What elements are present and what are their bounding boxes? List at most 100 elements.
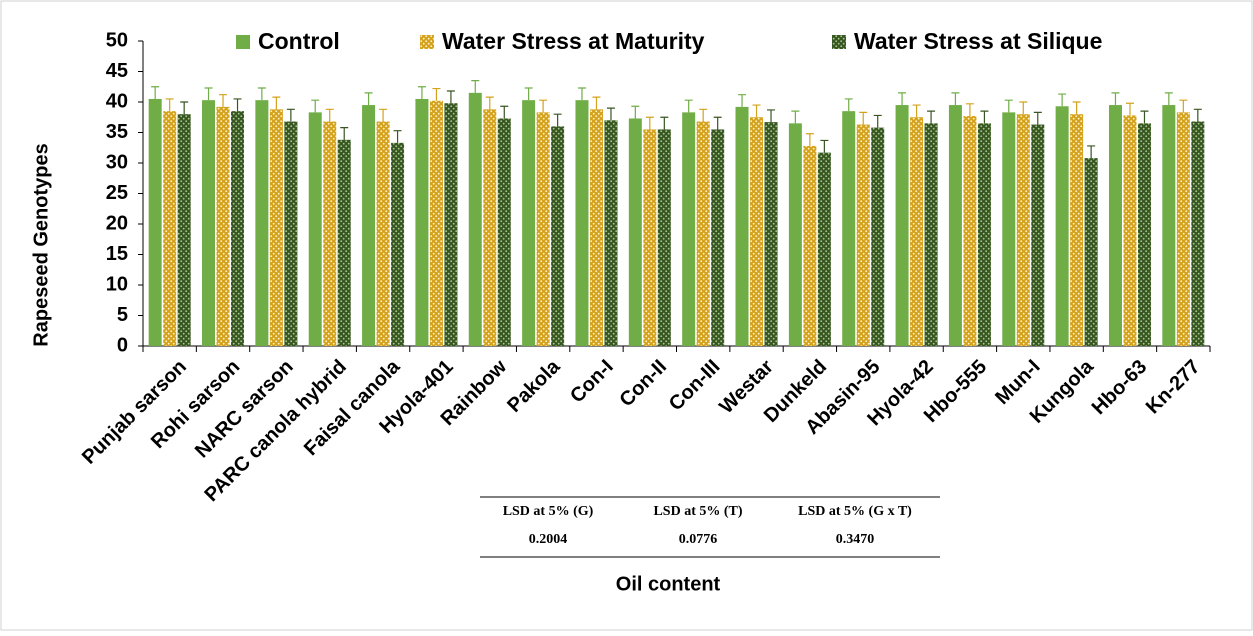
error-bar — [393, 130, 402, 143]
table-value: 0.3470 — [836, 532, 875, 547]
legend-label: Water Stress at Silique — [854, 28, 1102, 54]
error-bar — [767, 109, 776, 123]
error-bar — [805, 133, 814, 146]
bar — [284, 121, 298, 347]
bar — [628, 118, 642, 346]
y-tick-label: 0 — [117, 334, 128, 356]
error-bar — [898, 92, 907, 106]
error-bar — [713, 116, 722, 130]
bar — [1031, 124, 1045, 346]
error-bar — [577, 87, 586, 101]
table-value: 0.0776 — [679, 532, 718, 547]
bar — [163, 111, 177, 347]
bar — [1191, 121, 1205, 347]
y-tick-label: 35 — [106, 121, 128, 143]
error-bar — [660, 116, 669, 130]
error-bar — [151, 86, 160, 99]
bar — [376, 121, 390, 347]
bar — [522, 100, 536, 346]
error-bar — [165, 98, 174, 112]
bar — [1084, 158, 1098, 346]
error-bar — [738, 94, 747, 107]
bar — [255, 100, 269, 346]
error-bar — [286, 108, 295, 122]
bar — [788, 123, 802, 346]
bar — [148, 98, 162, 346]
error-bar — [1179, 99, 1188, 113]
y-tick-label: 50 — [106, 29, 128, 51]
bar — [750, 117, 764, 346]
error-bar — [1058, 93, 1067, 107]
bar — [1055, 106, 1069, 347]
error-bar — [752, 104, 761, 118]
bar — [856, 124, 870, 346]
bar — [682, 112, 696, 347]
error-bar — [340, 127, 349, 140]
error-bar — [820, 139, 829, 153]
bar — [589, 109, 603, 346]
bar — [963, 116, 977, 346]
error-bar — [325, 108, 334, 122]
y-tick-label: 45 — [106, 60, 128, 82]
bar — [764, 122, 778, 346]
table-header: LSD at 5% (G x T) — [798, 504, 912, 519]
error-bar — [1004, 99, 1013, 113]
legend-swatch — [832, 35, 846, 49]
error-bar — [844, 98, 853, 112]
error-bar — [524, 87, 533, 101]
error-bar — [980, 110, 989, 124]
bar — [468, 92, 482, 346]
error-bar — [204, 87, 213, 101]
bar — [231, 111, 245, 347]
y-axis-label: Rapeseed Genotypes — [30, 143, 52, 346]
error-bar — [417, 86, 426, 99]
error-bar — [1072, 101, 1081, 115]
error-bar — [631, 105, 640, 119]
error-bar — [1164, 92, 1173, 106]
error-bar — [180, 101, 189, 115]
legend-swatch — [420, 35, 434, 49]
table-value: 0.2004 — [529, 532, 568, 547]
error-bar — [485, 96, 494, 110]
error-bar — [684, 99, 693, 113]
error-bar — [500, 105, 509, 119]
bar — [735, 106, 749, 346]
error-bar — [272, 96, 281, 110]
x-axis-label: Oil content — [616, 573, 721, 595]
bar — [696, 121, 710, 347]
error-bar — [592, 96, 601, 110]
error-bar — [432, 87, 441, 101]
bar — [202, 100, 216, 346]
y-tick-label: 30 — [106, 151, 128, 173]
error-bar — [1033, 111, 1042, 125]
error-bar — [912, 104, 921, 118]
bar — [483, 109, 497, 346]
bar — [269, 109, 283, 346]
bar — [871, 127, 885, 347]
error-bar — [791, 110, 800, 124]
bar — [216, 106, 230, 346]
bar — [536, 112, 550, 347]
bar — [910, 117, 924, 346]
bar — [643, 129, 657, 346]
bar — [842, 111, 856, 347]
error-bar — [553, 113, 562, 127]
legend-label: Water Stress at Maturity — [442, 28, 705, 54]
bar — [1137, 123, 1151, 346]
error-bar — [1140, 110, 1149, 124]
bar — [1162, 105, 1176, 346]
error-bar — [311, 99, 320, 113]
bar — [817, 152, 831, 346]
bar — [803, 145, 817, 346]
bar — [575, 100, 589, 346]
bar — [391, 142, 405, 346]
bar — [948, 105, 962, 346]
error-bar — [446, 90, 455, 104]
error-bar — [965, 103, 974, 117]
error-bar — [539, 99, 548, 113]
bar — [1123, 115, 1137, 346]
error-bar — [1193, 108, 1202, 122]
error-bar — [645, 116, 654, 130]
bar — [711, 129, 725, 346]
